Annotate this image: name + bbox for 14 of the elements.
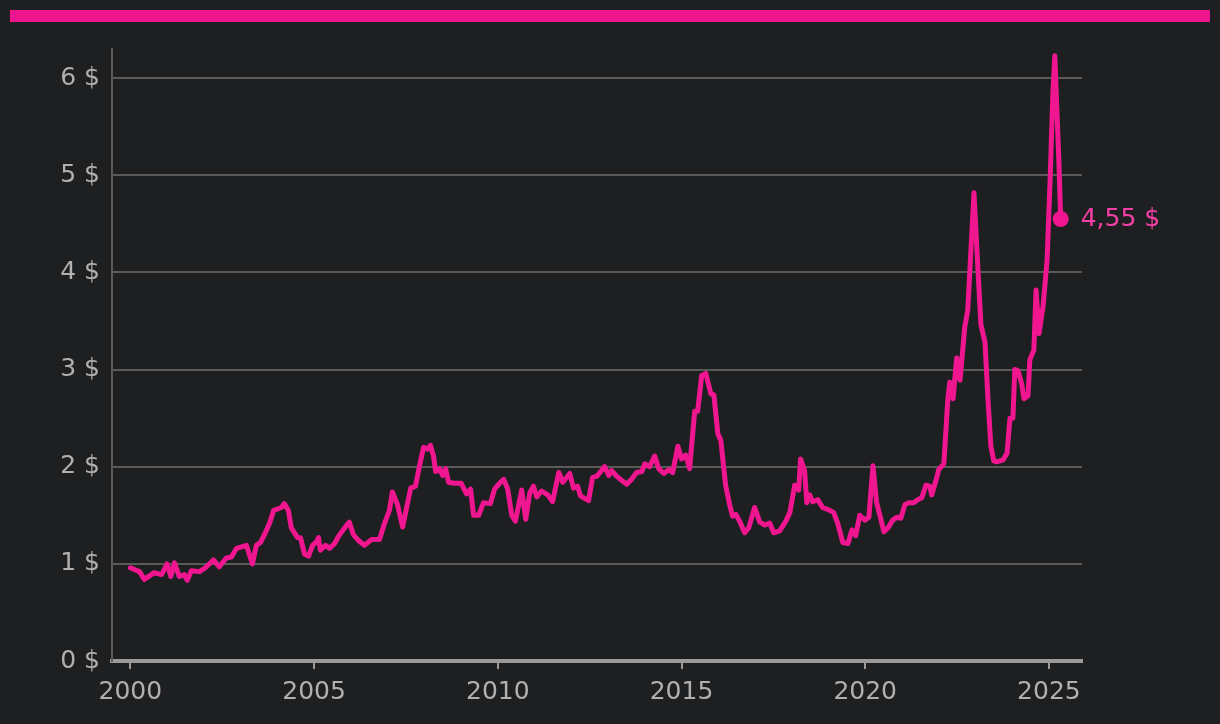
x-tick-label: 2020 xyxy=(833,675,898,705)
y-tick-label: 6 $ xyxy=(60,61,100,91)
x-tick-label: 2000 xyxy=(98,675,163,705)
y-tick-label: 3 $ xyxy=(60,353,100,383)
x-tick-label: 2025 xyxy=(1017,675,1081,705)
y-tick-label: 2 $ xyxy=(60,450,100,480)
x-tick-label: 2010 xyxy=(465,675,530,705)
y-tick-label: 5 $ xyxy=(60,158,100,188)
y-tick-label: 4 $ xyxy=(60,255,100,285)
annotation: 4,55 $ xyxy=(1080,202,1161,232)
x-tick-label: 2015 xyxy=(649,675,714,705)
x-tick-label: 2005 xyxy=(282,675,346,705)
y-tick-label: 1 $ xyxy=(60,547,100,577)
y-tick-label: 0 $ xyxy=(60,644,100,674)
